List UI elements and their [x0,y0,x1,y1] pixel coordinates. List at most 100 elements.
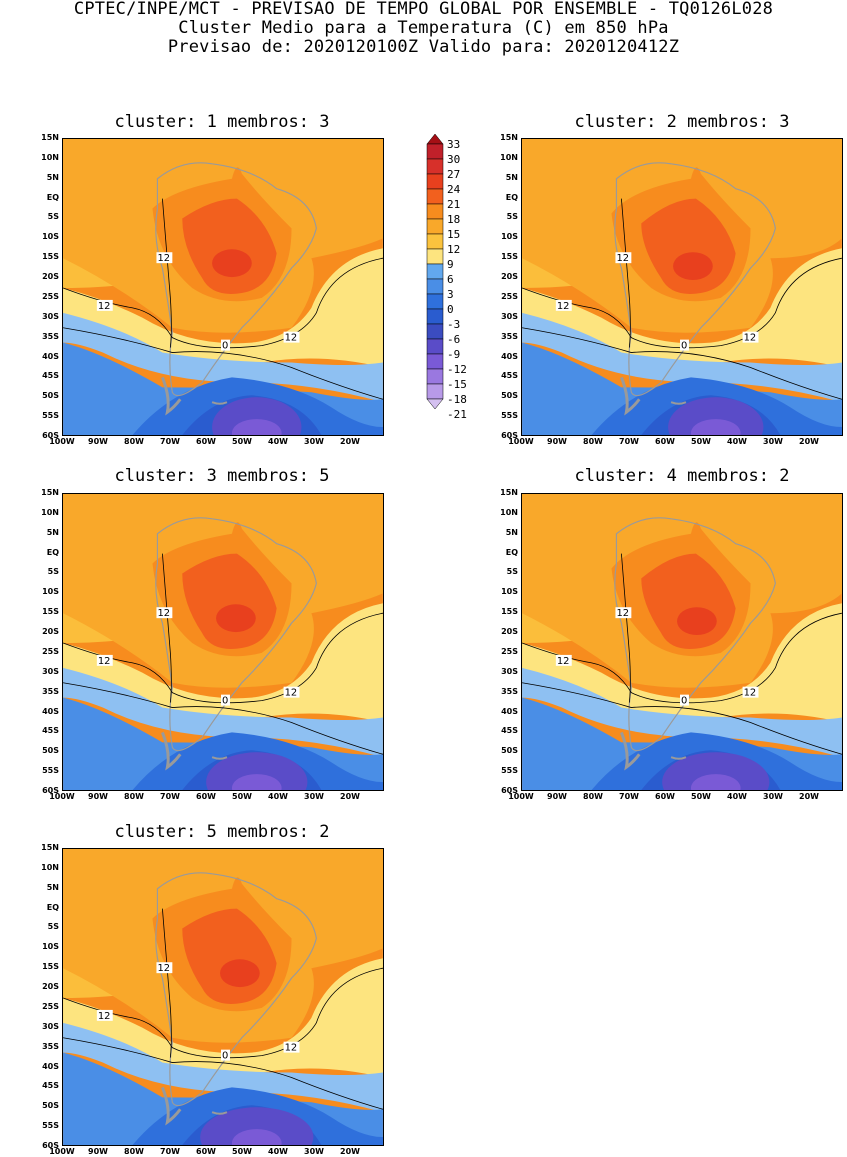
longitude-label: 60W [196,1147,216,1156]
longitude-label: 100W [49,1147,75,1156]
latitude-label: 10N [41,862,59,872]
map-panel: 12 12 12 0 [62,848,384,1146]
longitude-label: 80W [124,1147,144,1156]
latitude-label: 60S [501,431,518,440]
temperature-field: 12 12 12 0 [522,139,842,435]
latitude-label: 5N [46,172,59,182]
map-panel: 12 12 12 0 [62,138,384,436]
latitude-label: 10N [500,507,518,517]
latitude-label: 30S [501,666,518,676]
contour-label: 12 [283,1041,300,1054]
colorbar-swatch [426,233,444,250]
colorbar-swatches [426,133,444,410]
longitude-label: 50W [232,437,252,446]
latitude-label: 25S [42,1001,59,1011]
latitude-label: 10S [42,942,59,952]
colorbar-swatch [426,338,444,355]
svg-text:12: 12 [157,608,170,619]
colorbar-bottom-arrow [426,398,444,410]
longitude-label: 50W [691,437,711,446]
longitude-label: 30W [763,792,783,801]
latitude-label: 55S [501,411,518,421]
contour-label: 12 [156,607,173,619]
colorbar-label: 24 [447,183,461,196]
latitude-label: 40S [501,351,518,361]
colorbar-label: 15 [447,228,461,241]
colorbar-swatch [426,383,444,400]
svg-text:0: 0 [681,341,687,352]
contour-label: 0 [680,694,689,707]
latitude-label: 50S [501,391,518,401]
latitude-label: 10N [500,152,518,162]
svg-text:0: 0 [222,696,228,707]
longitude-label: 100W [49,437,75,446]
latitude-label: 40S [42,1061,59,1071]
latitude-label: 40S [501,706,518,716]
latitude-label: 10S [501,587,518,597]
longitude-label: 40W [268,1147,288,1156]
svg-text:12: 12 [557,301,570,312]
colorbar-label: -3 [447,318,461,331]
latitude-label: 20S [42,982,59,992]
latitude-label: 5N [46,527,59,537]
longitude-label: 90W [88,792,108,801]
latitude-label: EQ [505,192,518,202]
longitude-label: 40W [727,437,747,446]
longitude-label: 100W [49,792,75,801]
panel-title: cluster: 3 membros: 5 [114,466,330,486]
contour-label: 12 [283,686,300,699]
colorbar-swatch [426,173,444,190]
latitude-label: 30S [42,311,59,321]
panel-title: cluster: 1 membros: 3 [114,112,330,132]
longitude-label: 20W [799,792,819,801]
colorbar-swatch [426,263,444,280]
colorbar-label: 21 [447,198,461,211]
svg-text:12: 12 [744,688,757,699]
longitude-label: 20W [340,1147,360,1156]
latitude-label: 60S [42,786,59,795]
panel-title: cluster: 5 membros: 2 [114,822,330,842]
colorbar-label: -15 [447,378,467,391]
longitude-label: 70W [160,792,180,801]
latitude-label: 30S [42,1021,59,1031]
latitude-label: 15S [42,252,59,262]
svg-text:12: 12 [285,333,298,344]
latitude-label: 20S [501,272,518,282]
latitude-label: 20S [42,272,59,282]
latitude-label: 60S [42,431,59,440]
colorbar-swatch [426,248,444,265]
latitude-label: 45S [42,1081,59,1091]
latitude-label: 10S [42,232,59,242]
latitude-label: 60S [501,786,518,795]
latitude-label: EQ [46,547,59,557]
latitude-label: 55S [42,1121,59,1131]
contour-label: 12 [96,299,113,312]
colorbar-label: 0 [447,303,454,316]
colorbar: 33 30 27 24 21 18 15 12 9 6 3 0 -3 -6 -9 -12 -15 -18 -21 [425,133,467,420]
header-line-1: CPTEC/INPE/MCT - PREVISAO DE TEMPO GLOBA… [73,0,774,19]
svg-text:12: 12 [285,1043,298,1054]
longitude-label: 40W [268,792,288,801]
colorbar-swatch [426,293,444,310]
svg-text:0: 0 [681,696,687,707]
longitude-label: 50W [232,1147,252,1156]
svg-text:12: 12 [157,253,170,264]
contour-label: 12 [283,331,300,344]
latitude-label: 5S [47,922,59,932]
map-panel: 12 12 12 0 [62,493,384,791]
latitude-label: EQ [46,902,59,912]
colorbar-label: 6 [447,273,454,286]
longitude-label: 20W [799,437,819,446]
latitude-label: 50S [42,746,59,756]
latitude-label: 5S [47,212,59,222]
latitude-label: 35S [501,331,518,341]
colorbar-swatch [426,188,444,205]
contour-label: 0 [680,339,689,352]
latitude-label: 60S [42,1141,59,1150]
colorbar-top-arrow [426,133,444,145]
colorbar-swatch [426,203,444,220]
longitude-label: 20W [340,792,360,801]
latitude-label: 5N [505,172,518,182]
latitude-label: 5S [506,567,518,577]
longitude-label: 30W [304,1147,324,1156]
